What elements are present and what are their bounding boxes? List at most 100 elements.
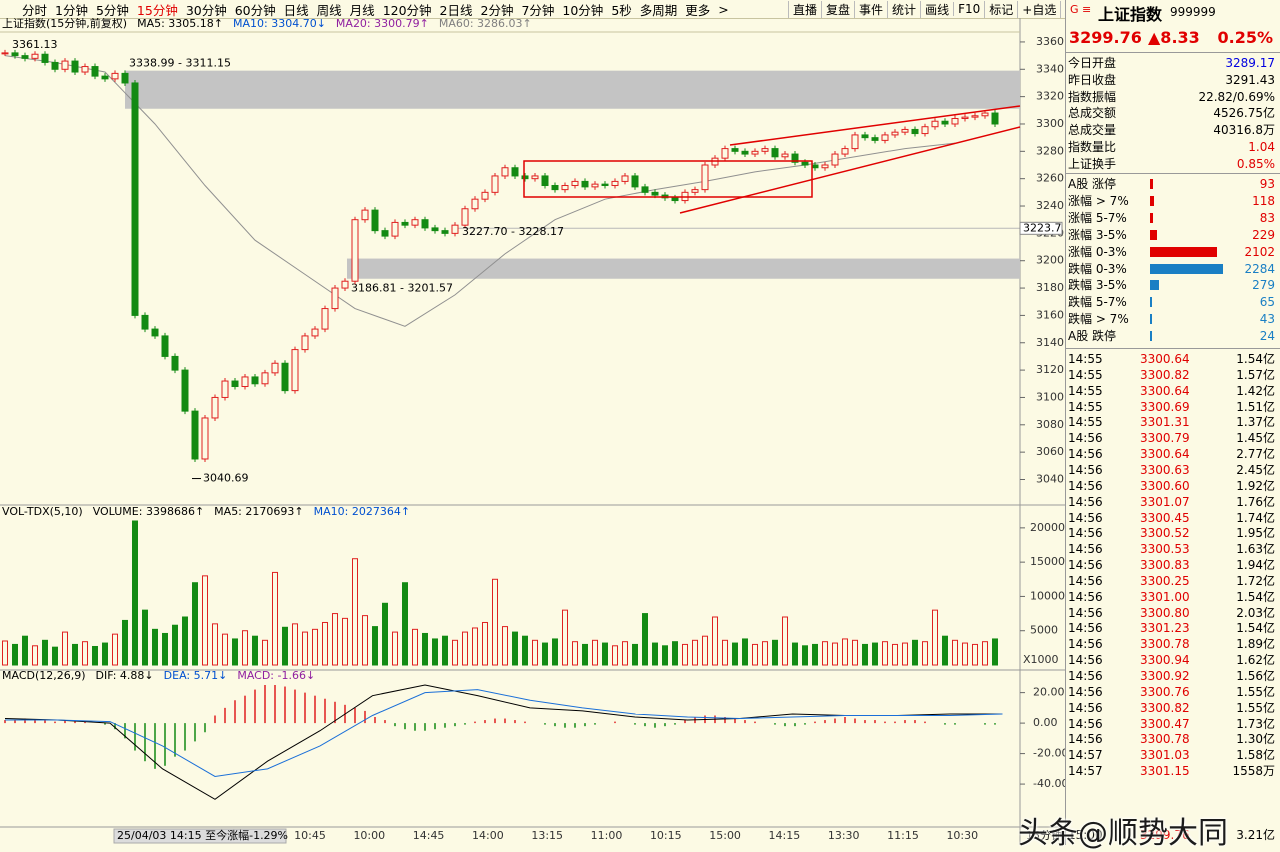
candle-body: [91, 66, 99, 77]
candle: [941, 118, 949, 127]
candle-body: [931, 120, 939, 128]
candle-body: [11, 52, 19, 57]
tool-button[interactable]: 直播: [788, 0, 821, 18]
breadth-value: 229: [1252, 227, 1275, 242]
tick-price: 3300.83: [1140, 558, 1190, 573]
candle-body: [191, 410, 199, 460]
candle-body: [251, 376, 259, 385]
period-tab[interactable]: 分时: [22, 2, 48, 18]
candle: [521, 172, 529, 182]
period-tab[interactable]: 2分钟: [480, 2, 514, 18]
period-tab[interactable]: 更多: [685, 2, 711, 18]
candle: [161, 332, 169, 360]
tool-button[interactable]: 画线: [920, 0, 953, 18]
tool-button[interactable]: 标记: [984, 0, 1017, 18]
period-tab[interactable]: 7分钟: [521, 2, 555, 18]
tool-button[interactable]: +自选: [1017, 0, 1060, 18]
tool-button[interactable]: 统计: [887, 0, 920, 18]
stat-row: 指数振幅 22.82/0.69%: [1068, 89, 1275, 105]
tick-time: 14:56: [1068, 716, 1103, 731]
breadth-label: 涨幅 3-5%: [1068, 227, 1127, 242]
candle: [251, 373, 259, 387]
tick-volume: 1558万: [1232, 764, 1275, 779]
period-tab[interactable]: 月线: [349, 2, 375, 18]
candle: [471, 196, 479, 212]
period-label: 15分钟: [1026, 828, 1062, 842]
candle: [961, 114, 969, 122]
candle-body: [131, 82, 139, 316]
tick-time: 14:55: [1068, 367, 1103, 382]
candle-body: [151, 328, 159, 337]
candle-body: [411, 219, 419, 226]
tick-price: 3300.82: [1140, 367, 1190, 382]
menu-icon[interactable]: [0, 2, 18, 16]
tick-volume: 2.03亿: [1236, 605, 1275, 620]
volume-bar: [872, 642, 878, 666]
candle-body: [541, 175, 549, 187]
candle: [671, 194, 679, 204]
volume-bar: [512, 631, 518, 666]
period-tab[interactable]: 多周期: [639, 2, 678, 18]
candle-body: [801, 161, 809, 166]
period-tab[interactable]: 日线: [283, 2, 309, 18]
candle: [991, 110, 999, 127]
breadth-row: A股 跌停 24: [1068, 328, 1275, 344]
volume-bar: [12, 643, 18, 666]
candle-body: [631, 175, 639, 188]
high-label: 3361.13: [12, 38, 58, 51]
tick-volume: 1.95亿: [1236, 526, 1275, 541]
tick-time: 14:55: [1068, 399, 1103, 414]
period-tab[interactable]: 120分钟: [382, 2, 432, 18]
period-tab[interactable]: 10分钟: [562, 2, 604, 18]
tool-button[interactable]: 事件: [854, 0, 887, 18]
volume-bar: [432, 638, 438, 666]
period-tab[interactable]: 周线: [316, 2, 342, 18]
tool-button[interactable]: 复盘: [821, 0, 854, 18]
period-tab[interactable]: 5分钟: [95, 2, 129, 18]
volume-bar: [612, 645, 618, 666]
tool-button[interactable]: F10: [953, 2, 984, 16]
period-tab[interactable]: 5秒: [611, 2, 632, 18]
period-tab[interactable]: 60分钟: [234, 2, 276, 18]
candle-body: [201, 417, 209, 460]
tick-time: 14:56: [1068, 478, 1103, 493]
candle-body: [31, 53, 39, 59]
dea-line: [5, 689, 1003, 777]
candle: [171, 353, 179, 374]
volume-bar: [332, 613, 338, 666]
candle: [371, 207, 379, 234]
candle: [721, 145, 729, 162]
volume-bar: [942, 635, 948, 666]
stat-value: 1.04: [1248, 140, 1275, 154]
period-tab[interactable]: >: [718, 1, 729, 17]
candle: [571, 178, 579, 189]
volume-bar: [202, 575, 208, 666]
breadth-label: 涨幅 0-3%: [1068, 244, 1127, 259]
period-tab[interactable]: 1分钟: [55, 2, 88, 18]
period-tab[interactable]: 15分钟: [136, 2, 178, 18]
legend-item: VOLUME: 3398686↑: [93, 505, 204, 518]
candle: [441, 227, 449, 237]
y-tick-label: 3260: [1036, 172, 1064, 185]
tick-time: 14:57: [1068, 748, 1103, 763]
volume-bar: [232, 638, 238, 666]
y-tick-label: 3040: [1036, 472, 1064, 485]
candle-body: [991, 112, 999, 125]
breadth-row: 涨幅 > 7% 118: [1068, 193, 1275, 209]
candle-body: [851, 134, 859, 150]
tick-price: 3299.76: [1140, 828, 1190, 842]
breadth-row: 跌幅 > 7% 43: [1068, 311, 1275, 327]
volume-bar: [152, 628, 158, 666]
volume-bar: [102, 642, 108, 666]
tick-price: 3300.64: [1140, 447, 1190, 462]
tick-row: 14:55 3300.69 1.51亿: [1068, 399, 1275, 415]
volume-bar: [32, 645, 38, 666]
tick-price: 3300.64: [1140, 383, 1190, 398]
period-tab[interactable]: 30分钟: [185, 2, 227, 18]
tick-price: 3300.47: [1140, 716, 1190, 731]
period-tab[interactable]: 2日线: [439, 2, 473, 18]
tick-volume: 1.76亿: [1236, 494, 1275, 509]
breadth-value: 118: [1252, 193, 1275, 208]
volume-bar: [762, 641, 768, 666]
y-tick-label: 3060: [1036, 445, 1064, 458]
